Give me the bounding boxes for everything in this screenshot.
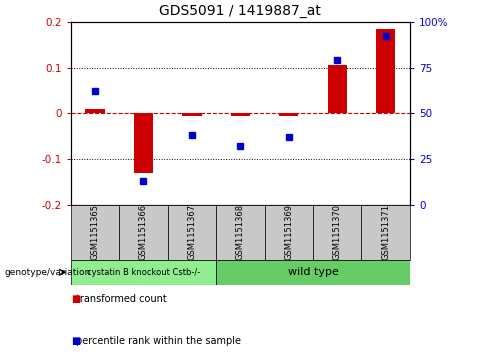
Title: GDS5091 / 1419887_at: GDS5091 / 1419887_at — [160, 4, 321, 18]
Text: GSM1151370: GSM1151370 — [333, 204, 342, 260]
Text: transformed count: transformed count — [76, 294, 166, 305]
Text: GSM1151371: GSM1151371 — [381, 204, 390, 260]
Text: cystatin B knockout Cstb-/-: cystatin B knockout Cstb-/- — [87, 268, 200, 277]
Bar — [376, 29, 395, 113]
Bar — [85, 109, 104, 113]
Text: GSM1151366: GSM1151366 — [139, 204, 148, 260]
Bar — [182, 113, 202, 116]
Bar — [327, 65, 347, 113]
Bar — [119, 205, 168, 260]
Bar — [216, 260, 410, 285]
Bar — [71, 205, 119, 260]
Bar — [168, 205, 216, 260]
Text: GSM1151369: GSM1151369 — [285, 204, 293, 260]
Bar — [134, 113, 153, 173]
Text: wild type: wild type — [287, 267, 339, 277]
Bar — [264, 205, 313, 260]
Bar — [231, 113, 250, 116]
Bar — [313, 205, 362, 260]
Bar — [279, 113, 299, 116]
Text: ■: ■ — [71, 336, 80, 346]
Bar — [71, 260, 216, 285]
Bar — [362, 205, 410, 260]
Text: GSM1151367: GSM1151367 — [187, 204, 196, 260]
Text: ■: ■ — [71, 294, 80, 305]
Bar — [216, 205, 264, 260]
Text: GSM1151365: GSM1151365 — [90, 204, 100, 260]
Text: genotype/variation: genotype/variation — [5, 268, 91, 277]
Text: percentile rank within the sample: percentile rank within the sample — [76, 336, 241, 346]
Text: GSM1151368: GSM1151368 — [236, 204, 245, 260]
